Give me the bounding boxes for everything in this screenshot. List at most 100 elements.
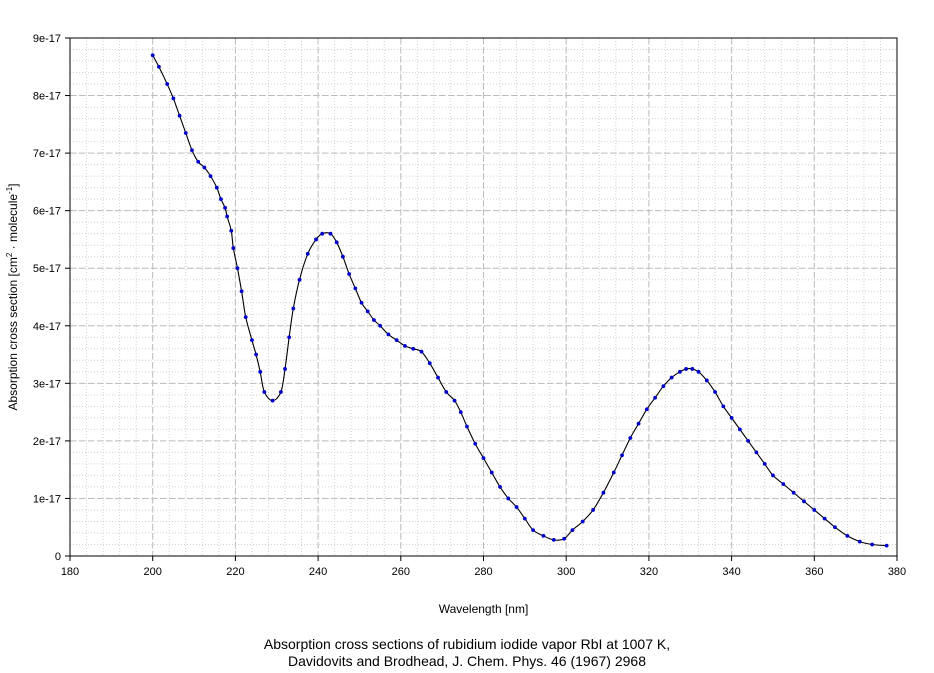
x-tick-label: 200 — [144, 566, 162, 578]
data-point — [258, 369, 263, 374]
data-point — [225, 214, 230, 219]
x-axis-label: Wavelength [nm] — [439, 602, 529, 616]
data-point — [845, 533, 850, 538]
data-point — [721, 404, 726, 409]
data-line — [152, 55, 887, 547]
data-point — [219, 197, 223, 202]
data-point — [498, 485, 502, 489]
data-point — [473, 441, 478, 446]
data-point — [239, 289, 244, 294]
data-point — [729, 415, 734, 420]
data-point — [551, 537, 556, 542]
data-point — [762, 462, 767, 466]
data-point — [353, 286, 358, 291]
data-point — [653, 395, 658, 400]
data-point — [436, 375, 440, 380]
data-point — [570, 528, 575, 532]
data-point — [802, 499, 806, 504]
data-point — [419, 349, 424, 354]
data-point — [378, 323, 383, 328]
data-point — [562, 536, 567, 541]
data-point — [314, 237, 318, 242]
data-point — [235, 266, 240, 271]
data-point — [746, 438, 751, 443]
x-tick-label: 360 — [805, 566, 823, 578]
data-point — [690, 367, 695, 371]
series-line — [150, 53, 889, 548]
x-tick-label: 240 — [309, 566, 327, 578]
data-point — [771, 473, 775, 478]
data-point — [341, 254, 345, 259]
data-point — [320, 231, 325, 236]
data-point — [223, 205, 227, 210]
data-point — [522, 516, 527, 521]
data-point — [202, 165, 207, 170]
data-point — [812, 508, 817, 512]
data-point — [334, 240, 339, 245]
data-point — [822, 516, 827, 521]
data-point — [489, 470, 494, 475]
y-axis-label-sup1: 2 — [5, 252, 14, 257]
data-point — [591, 508, 595, 512]
data-point — [190, 148, 194, 153]
data-point — [514, 505, 519, 509]
data-point — [411, 346, 416, 351]
data-point — [452, 398, 457, 403]
x-tick-label: 300 — [557, 566, 575, 578]
data-point — [481, 456, 486, 461]
x-tick-label: 320 — [640, 566, 658, 578]
data-point — [661, 384, 666, 389]
x-tick-label: 340 — [722, 566, 740, 578]
y-tick-label: 3e-17 — [33, 378, 61, 390]
y-tick-label: 8e-17 — [33, 91, 61, 103]
data-point — [328, 231, 333, 236]
caption: Absorption cross sections of rubidium io… — [0, 636, 934, 670]
data-point — [601, 490, 606, 495]
x-tick-label: 260 — [392, 566, 410, 578]
y-tick-label: 9e-17 — [33, 33, 61, 45]
caption-line-1: Absorption cross sections of rubidium io… — [263, 636, 671, 652]
data-point — [283, 367, 287, 371]
y-axis-label-mid: · molecule — [6, 194, 20, 253]
data-point — [541, 533, 546, 538]
data-point — [644, 407, 649, 412]
data-point — [403, 344, 407, 348]
data-point — [870, 542, 875, 547]
data-point — [254, 352, 258, 357]
data-point — [262, 390, 267, 394]
axis-ticks: 180 200 220 240 260 280 300 320 340 360 380 0 1e-17 2… — [33, 33, 906, 578]
y-axis-label-sup2: -1 — [5, 186, 14, 194]
data-point — [458, 410, 463, 415]
data-point — [287, 335, 292, 340]
data-point — [506, 496, 511, 501]
data-point — [620, 453, 624, 458]
data-point — [884, 543, 889, 548]
data-point — [704, 378, 709, 383]
data-point — [177, 113, 182, 118]
data-point — [636, 421, 641, 426]
data-point — [214, 185, 219, 190]
data-point — [250, 338, 254, 343]
data-point — [208, 174, 213, 179]
data-point — [270, 398, 275, 403]
data-point — [243, 315, 248, 320]
caption-line-2: Davidovits and Brodhead, J. Chem. Phys. … — [288, 653, 646, 669]
y-tick-label: 2e-17 — [33, 436, 61, 448]
data-point — [196, 159, 201, 164]
y-axis-label-base: Absorption cross section [cm — [6, 257, 20, 410]
data-point — [150, 53, 155, 58]
data-point — [278, 390, 283, 394]
data-point — [347, 272, 352, 276]
data-point — [291, 306, 296, 311]
data-point — [229, 228, 234, 233]
x-tick-label: 180 — [61, 566, 79, 578]
data-point — [365, 309, 370, 314]
y-axis-label: Absorption cross section [cm2 · molecule… — [5, 183, 20, 410]
data-point — [781, 482, 786, 486]
data-point — [737, 427, 742, 432]
data-point — [713, 390, 717, 394]
data-point — [669, 375, 674, 380]
data-point — [696, 369, 701, 374]
x-tick-label: 380 — [888, 566, 906, 578]
